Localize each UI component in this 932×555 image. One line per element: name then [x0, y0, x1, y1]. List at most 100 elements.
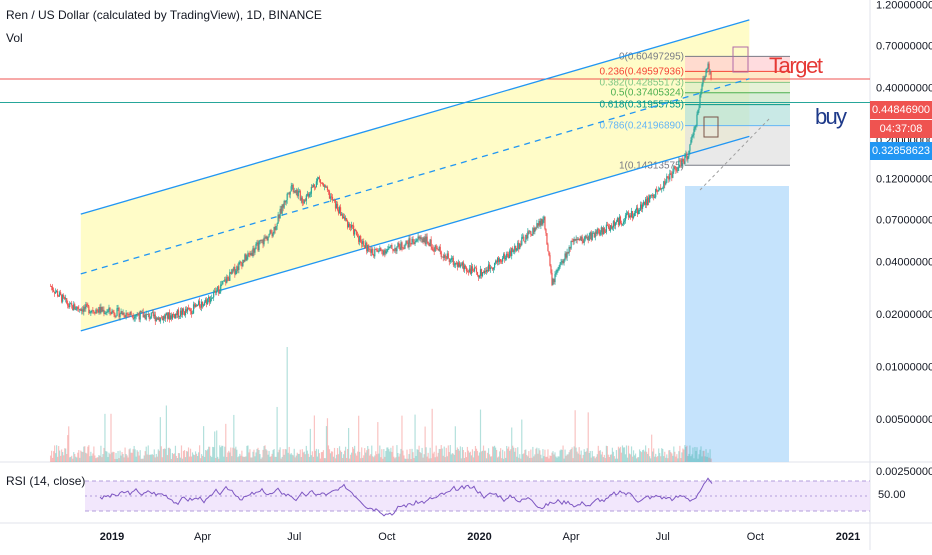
candle-body	[389, 246, 391, 248]
volume-bar	[163, 448, 165, 462]
candle-body	[634, 210, 637, 214]
volume-bar	[515, 448, 517, 462]
candle-body	[383, 250, 385, 255]
candle	[455, 260, 457, 265]
candle-body	[530, 231, 532, 235]
volume-bar	[644, 451, 646, 462]
volume-bar	[177, 452, 180, 462]
candle-body	[207, 298, 209, 305]
candle-body	[533, 228, 535, 232]
candle-body	[670, 173, 672, 175]
volume-bar	[169, 448, 171, 462]
candle-body	[142, 312, 144, 318]
candle	[198, 297, 201, 309]
volume-bar	[272, 450, 274, 462]
candle-body	[138, 315, 140, 320]
candle	[456, 261, 458, 271]
candle	[217, 286, 219, 292]
candle	[422, 236, 424, 245]
candle-body	[71, 303, 73, 306]
candle-body	[693, 128, 695, 136]
candle-body	[67, 303, 69, 306]
candle	[609, 224, 611, 233]
candle	[267, 236, 269, 244]
candle	[77, 306, 79, 312]
volume-bar	[215, 457, 217, 462]
candle-body	[307, 193, 309, 197]
candle-body	[277, 214, 279, 224]
volume-bar	[307, 453, 309, 462]
candle	[260, 239, 262, 244]
candle-body	[433, 250, 435, 252]
candle	[555, 269, 557, 277]
candle-body	[649, 195, 651, 203]
candle-body	[551, 272, 553, 286]
candle	[602, 225, 604, 235]
fib-zone-2	[685, 82, 790, 93]
volume-bar	[513, 447, 515, 462]
candle-body	[456, 263, 458, 267]
volume-bar	[700, 446, 702, 462]
volume-bar	[137, 451, 139, 462]
candle	[117, 304, 119, 312]
candle-body	[617, 218, 620, 225]
fib-label-3: 0.5(0.37405324)	[611, 88, 684, 99]
candle	[518, 239, 520, 253]
volume-bar	[132, 449, 134, 462]
candle-body	[699, 94, 701, 108]
candle-body	[450, 258, 452, 261]
volume-bar	[355, 453, 357, 462]
candle-body	[430, 239, 432, 247]
candle	[158, 316, 160, 322]
candle	[139, 310, 141, 323]
candle	[389, 246, 391, 249]
candle	[498, 255, 500, 266]
candle	[682, 156, 684, 163]
volume-bar	[619, 446, 622, 462]
volume-bar	[441, 448, 443, 462]
candle-body	[459, 264, 461, 267]
volume-bar	[622, 447, 625, 462]
volume-bar	[452, 453, 454, 462]
candle-body	[609, 225, 611, 231]
candle	[605, 221, 607, 235]
candle	[633, 210, 636, 217]
candle-body	[539, 220, 541, 226]
candle	[488, 262, 491, 272]
candle	[517, 240, 519, 251]
candle	[352, 224, 354, 229]
volume-bar	[170, 458, 173, 462]
candle-body	[306, 193, 308, 196]
candle-body	[187, 308, 190, 309]
candle	[688, 150, 690, 159]
candle-body	[486, 270, 489, 272]
candle	[629, 212, 632, 220]
volume-bar	[368, 448, 370, 462]
volume-bar	[154, 457, 156, 462]
volume-bar	[590, 457, 592, 462]
volume-bar	[220, 447, 222, 462]
candle-body	[640, 204, 643, 209]
candle-body	[550, 265, 552, 273]
candle-body	[72, 305, 74, 311]
candle	[143, 312, 145, 318]
volume-bar	[629, 454, 632, 462]
candle	[377, 248, 379, 253]
volume-bar	[548, 458, 550, 462]
candle-body	[251, 252, 253, 256]
candle	[663, 180, 665, 192]
volume-bar	[80, 450, 82, 462]
candle	[691, 134, 693, 143]
volume-bar	[632, 450, 635, 462]
candle-body	[484, 270, 487, 272]
candle	[581, 234, 583, 245]
candle-body	[178, 316, 181, 318]
candle-body	[675, 167, 677, 171]
candle-body	[374, 249, 376, 257]
volume-bar	[577, 453, 579, 462]
candle-body	[579, 238, 581, 241]
candle-body	[304, 199, 306, 201]
candle	[281, 204, 283, 216]
volume-bar	[157, 449, 159, 462]
